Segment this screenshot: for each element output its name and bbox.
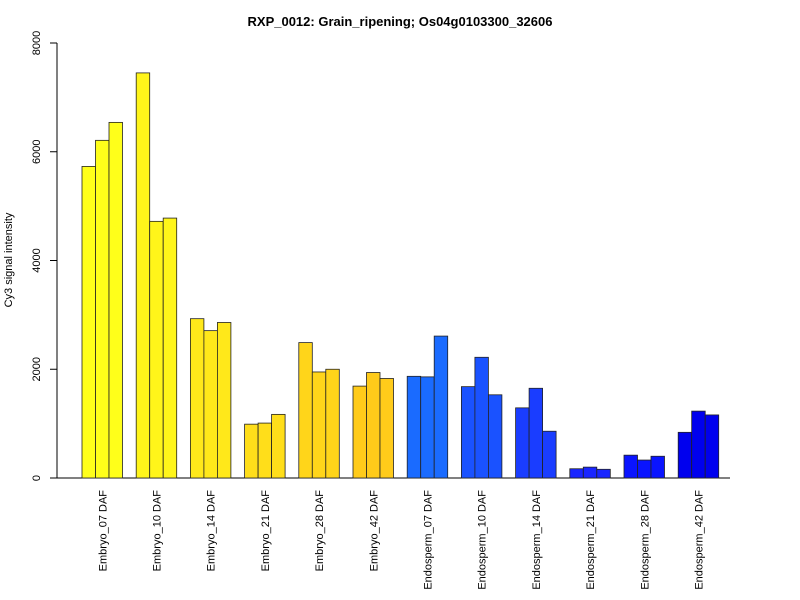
bar bbox=[528, 387, 543, 479]
x-tick-label: Endosperm_10 DAF bbox=[477, 490, 489, 590]
y-axis-label: Cy3 signal intensity bbox=[3, 212, 15, 307]
bar bbox=[325, 368, 340, 479]
x-tick-label: Embryo_07 DAF bbox=[97, 490, 109, 572]
x-tick-label: Embryo_42 DAF bbox=[368, 490, 380, 572]
bar bbox=[704, 414, 720, 479]
y-tick-label: 8000 bbox=[31, 31, 43, 55]
bar bbox=[379, 378, 394, 479]
bar bbox=[460, 386, 476, 479]
bar bbox=[203, 330, 218, 479]
y-tick-label: 6000 bbox=[31, 140, 43, 164]
x-tick-label: Embryo_10 DAF bbox=[151, 490, 163, 572]
bar bbox=[637, 459, 652, 479]
bar bbox=[596, 468, 611, 479]
bar bbox=[257, 422, 273, 479]
x-tick-label: Endosperm_42 DAF bbox=[693, 490, 705, 590]
bar bbox=[474, 356, 489, 479]
bar bbox=[677, 431, 693, 479]
chart-title: RXP_0012: Grain_ripening; Os04g0103300_3… bbox=[248, 14, 553, 29]
bar bbox=[298, 342, 313, 479]
bar-series bbox=[81, 72, 720, 479]
bar bbox=[108, 121, 123, 479]
x-axis-tick-labels: Embryo_07 DAF Embryo_10 DAF Embryo_14 DAF E… bbox=[97, 490, 705, 590]
y-tick-label: 4000 bbox=[31, 248, 43, 272]
bar bbox=[433, 335, 449, 479]
bar bbox=[582, 466, 598, 479]
x-tick-label: Endosperm_28 DAF bbox=[639, 490, 651, 590]
bar bbox=[366, 372, 381, 479]
bar bbox=[691, 410, 706, 479]
bar bbox=[542, 430, 557, 479]
bar bbox=[149, 220, 164, 479]
x-tick-label: Endosperm_07 DAF bbox=[422, 490, 434, 590]
bar bbox=[311, 371, 327, 479]
bar bbox=[189, 318, 205, 479]
bar bbox=[623, 454, 638, 479]
bar bbox=[135, 72, 151, 479]
bar bbox=[487, 394, 503, 479]
bar bbox=[95, 139, 110, 479]
y-tick-label: 2000 bbox=[31, 357, 43, 381]
bar bbox=[162, 217, 178, 479]
bar bbox=[406, 375, 422, 479]
bar bbox=[81, 166, 96, 479]
bar bbox=[420, 376, 435, 479]
x-tick-label: Embryo_21 DAF bbox=[260, 490, 272, 572]
x-tick-label: Endosperm_21 DAF bbox=[585, 490, 597, 590]
x-tick-label: Embryo_28 DAF bbox=[314, 490, 326, 572]
y-tick-label: 0 bbox=[31, 475, 43, 481]
bar bbox=[569, 468, 584, 479]
x-tick-label: Embryo_14 DAF bbox=[206, 490, 218, 572]
bar bbox=[271, 413, 286, 479]
bar bbox=[352, 385, 367, 479]
bar bbox=[650, 455, 665, 479]
y-axis-ticks: 0 2000 4000 6000 8000 bbox=[31, 31, 57, 481]
bar bbox=[515, 407, 530, 479]
x-tick-label: Endosperm_14 DAF bbox=[531, 490, 543, 590]
bar bbox=[216, 322, 232, 479]
bar bbox=[244, 423, 259, 479]
